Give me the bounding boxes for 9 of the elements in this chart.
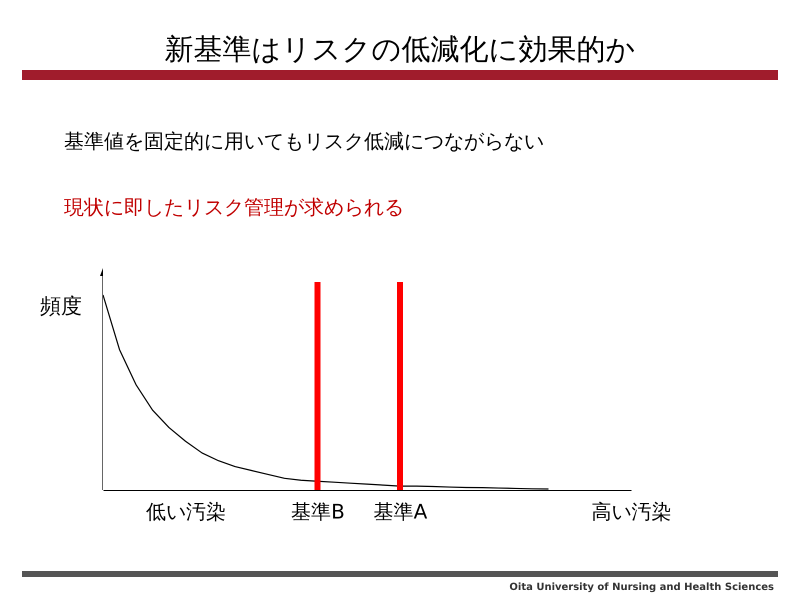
x-tick-label: 低い汚染 <box>146 500 226 524</box>
text: 現状に即したリスク管理が求められる <box>64 194 404 221</box>
text: Oita University of Nursing and Health Sciences <box>509 582 774 593</box>
x-tick-label: 基準A <box>374 500 428 524</box>
y-axis-title: 頻度 <box>40 293 82 320</box>
x-tick-label: 基準B <box>291 500 345 524</box>
chart-title: 新基準はリスクの低減化に効果的か <box>164 31 636 68</box>
chart-subtitle: 基準値を固定的に用いてもリスク低減につながらない <box>64 128 544 155</box>
x-tick-label: 高い汚染 <box>592 500 672 524</box>
